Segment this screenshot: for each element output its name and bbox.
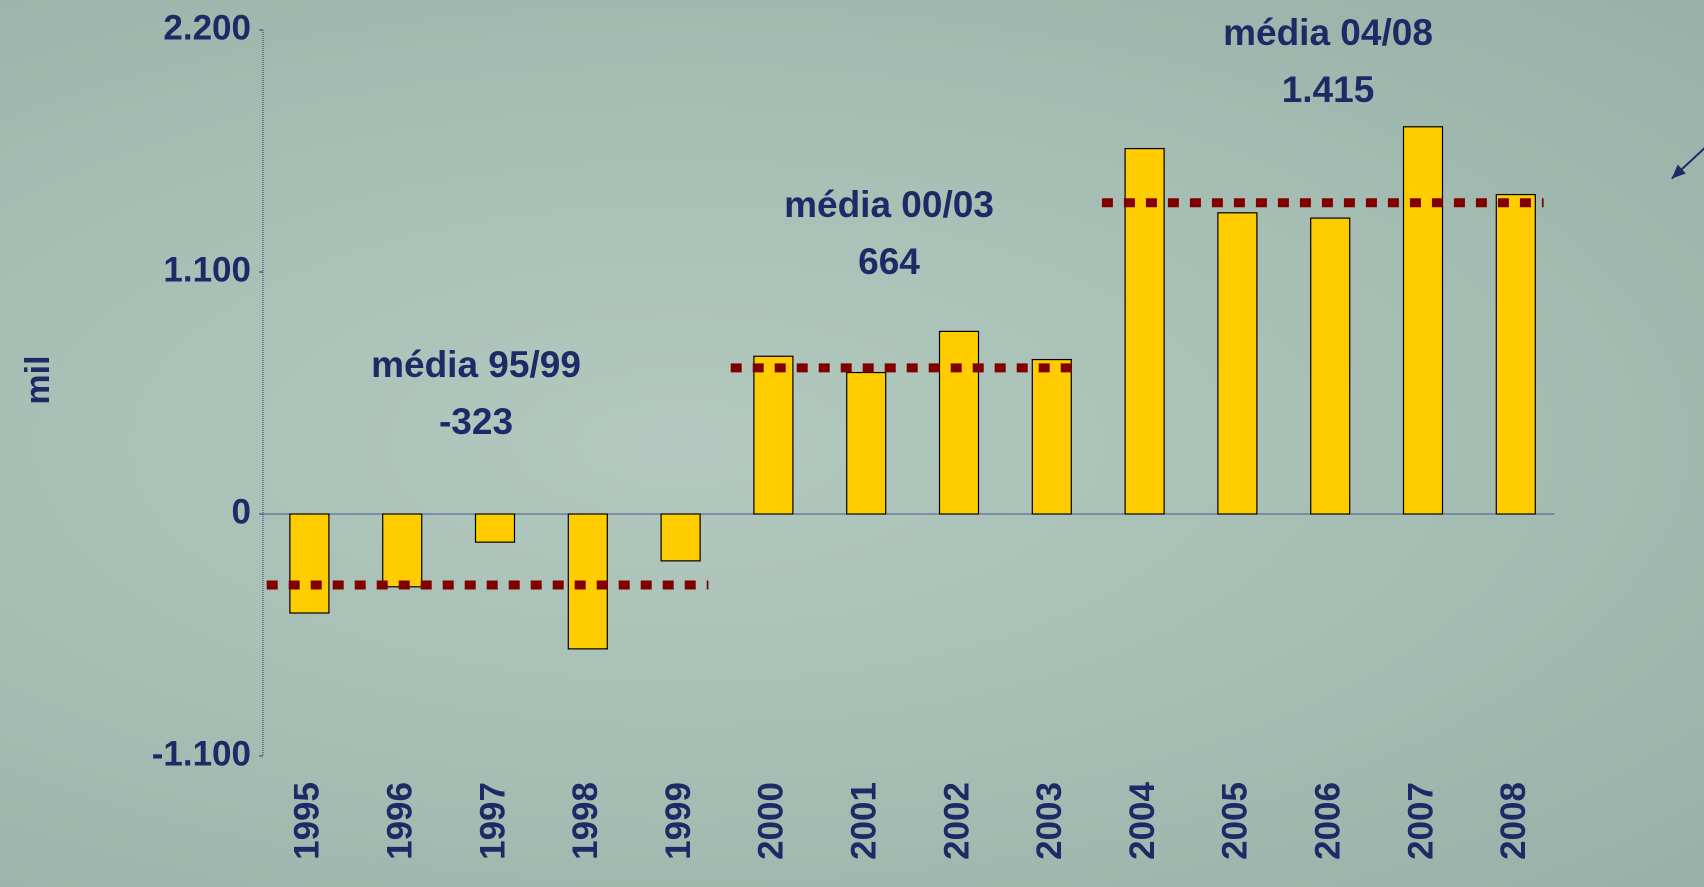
x-tick-label: 2008	[1494, 782, 1533, 860]
x-tick-label: 2007	[1401, 782, 1440, 860]
x-tick-label: 2005	[1216, 782, 1255, 860]
x-tick-label: 1999	[659, 782, 698, 860]
bar	[474, 513, 516, 543]
bar	[382, 513, 423, 588]
bar	[938, 330, 980, 515]
bar	[1124, 147, 1165, 515]
average-value: 664	[858, 241, 920, 282]
bar	[1031, 358, 1072, 515]
average-name: média 04/08	[1223, 12, 1433, 53]
y-tick-label: 1.100	[163, 250, 251, 289]
bar	[1402, 126, 1444, 515]
bar	[1495, 193, 1536, 515]
x-tick-label: 2000	[752, 782, 791, 860]
bar	[1310, 217, 1351, 515]
x-tick-label: 1995	[288, 782, 327, 860]
bar	[1217, 212, 1258, 515]
average-name: média 95/99	[371, 344, 581, 385]
x-tick-label: 2003	[1030, 782, 1069, 860]
bar	[846, 371, 887, 515]
bar	[660, 513, 701, 562]
x-tick-label: 1996	[380, 782, 419, 860]
y-tick-label: 2.200	[163, 8, 251, 47]
average-value: -323	[439, 401, 513, 442]
y-axis-label: mil	[19, 355, 57, 404]
x-tick-label: 1997	[473, 782, 512, 860]
x-tick-label: 2001	[844, 782, 883, 860]
average-value: 1.415	[1282, 69, 1375, 110]
average-name: média 00/03	[784, 184, 994, 225]
bar	[289, 513, 330, 614]
x-tick-label: 2006	[1308, 782, 1347, 860]
x-tick-label: 2002	[937, 782, 976, 860]
y-tick-label: -1.100	[152, 734, 251, 773]
x-tick-label: 1998	[566, 782, 605, 860]
bar	[753, 355, 794, 515]
x-tick-label: 2004	[1123, 781, 1162, 859]
arrow-head	[1671, 164, 1686, 179]
y-tick-label: 0	[232, 492, 251, 531]
